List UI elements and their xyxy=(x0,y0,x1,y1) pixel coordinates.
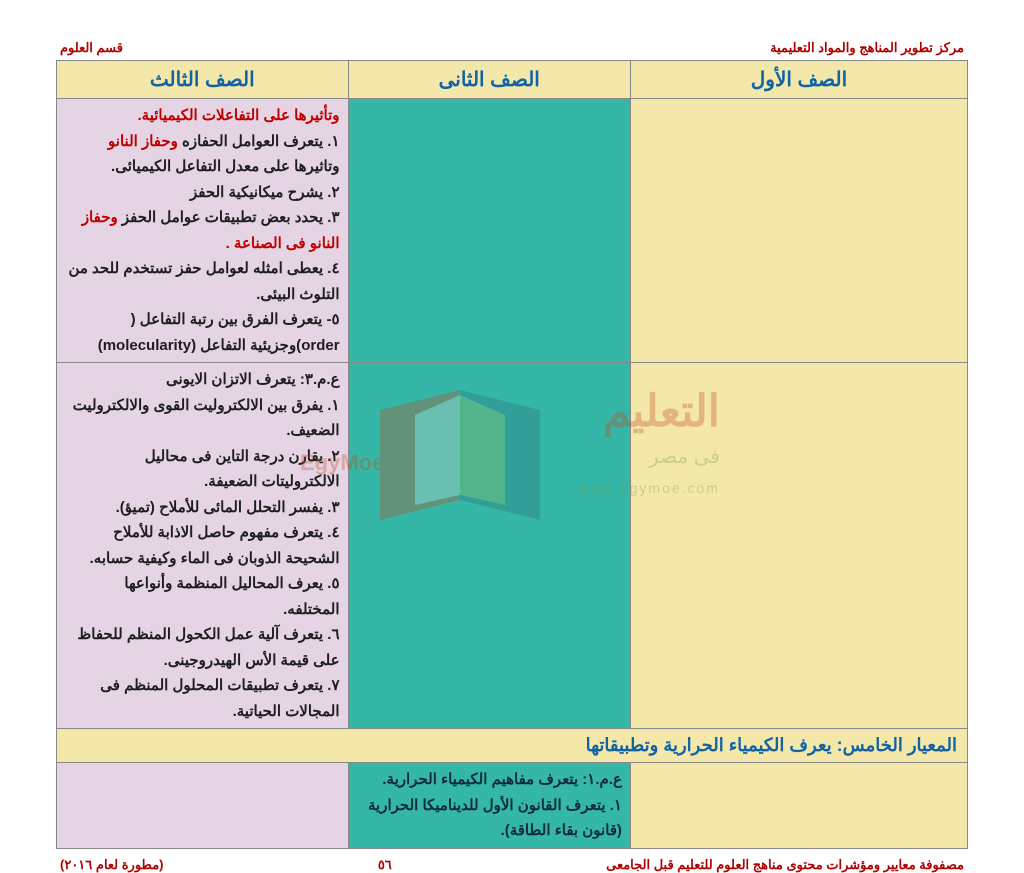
table-row: ع.م.١: يتعرف مفاهيم الكيمياء الحرارية. ١… xyxy=(57,763,968,849)
text-p3a: ٣. يحدد بعض تطبيقات عوامل الحفز xyxy=(118,209,340,226)
table-row: وتأثيرها على التفاعلات الكيميائية. ١. يت… xyxy=(57,99,968,363)
text-p1-red: وحفاز النانو xyxy=(108,133,178,150)
cell-r2-c2 xyxy=(348,363,630,729)
text-intro: وتأثيرها على التفاعلات الكيميائية. xyxy=(137,107,339,124)
text-p1b: وتاثيرها على معدل التفاعل الكيميائى. xyxy=(111,158,339,175)
table-header-row: الصف الأول الصف الثانى الصف الثالث xyxy=(57,61,968,99)
text-p4: ٤. يعطى امثله لعوامل حفز تستخدم للحد من … xyxy=(68,260,339,303)
cell-r3-c2: ع.م.١: يتعرف مفاهيم الكيمياء الحرارية. ١… xyxy=(348,763,630,849)
cell-r2-c3: ع.م.٣: يتعرف الاتزان الايونى ١. يفرق بين… xyxy=(57,363,349,729)
cell-r1-c1 xyxy=(630,99,967,363)
text-r3-p1: ١. يتعرف القانون الأول للديناميكا الحرار… xyxy=(368,797,622,840)
page-header: مركز تطوير المناهج والمواد التعليمية قسم… xyxy=(56,40,968,56)
text-p2: ٢. يشرح ميكانيكية الحفز xyxy=(190,184,340,201)
footer-page-number: ٥٦ xyxy=(378,857,392,873)
col-header-2: الصف الثانى xyxy=(348,61,630,99)
standard-row: المعيار الخامس: يعرف الكيمياء الحرارية و… xyxy=(57,729,968,763)
text-r2-h: ع.م.٣: يتعرف الاتزان الايونى xyxy=(166,371,340,388)
page-footer: مصفوفة معايير ومؤشرات محتوى مناهج العلوم… xyxy=(56,857,968,873)
text-r2-p3: ٣. يفسر التحلل المائى للأملاح (تميؤ). xyxy=(116,499,340,516)
table-row: ع.م.٣: يتعرف الاتزان الايونى ١. يفرق بين… xyxy=(57,363,968,729)
col-header-1: الصف الأول xyxy=(630,61,967,99)
cell-r3-c1 xyxy=(630,763,967,849)
standard-5-title: المعيار الخامس: يعرف الكيمياء الحرارية و… xyxy=(57,729,968,763)
text-p5: ٥- يتعرف الفرق بين رتبة التفاعل ( order)… xyxy=(98,311,340,354)
cell-r3-c3 xyxy=(57,763,349,849)
cell-r1-c3: وتأثيرها على التفاعلات الكيميائية. ١. يت… xyxy=(57,99,349,363)
text-p1a: ١. يتعرف العوامل الحفازه xyxy=(178,133,340,150)
footer-left: (مطورة لعام ٢٠١٦) xyxy=(60,857,164,873)
text-r3-h: ع.م.١: يتعرف مفاهيم الكيمياء الحرارية. xyxy=(382,771,622,788)
text-r2-p1: ١. يفرق بين الالكتروليت القوى والالكترول… xyxy=(73,397,340,440)
text-r2-p7: ٧. يتعرف تطبيقات المحلول المنظم فى المجا… xyxy=(100,677,339,720)
text-r2-p5: ٥. يعرف المحاليل المنظمة وأنواعها المختل… xyxy=(124,575,339,618)
footer-right: مصفوفة معايير ومؤشرات محتوى مناهج العلوم… xyxy=(606,857,964,873)
text-r2-p2: ٢. يقارن درجة التاين فى محاليل الالكترول… xyxy=(145,448,340,491)
curriculum-table: الصف الأول الصف الثانى الصف الثالث وتأثي… xyxy=(56,60,968,849)
text-r2-p4: ٤. يتعرف مفهوم حاصل الاذابة للأملاح الشح… xyxy=(90,524,340,567)
header-right-label: مركز تطوير المناهج والمواد التعليمية xyxy=(770,40,964,56)
col-header-3: الصف الثالث xyxy=(57,61,349,99)
header-left-label: قسم العلوم xyxy=(60,40,123,56)
cell-r1-c2 xyxy=(348,99,630,363)
cell-r2-c1 xyxy=(630,363,967,729)
text-r2-p6: ٦. يتعرف آلية عمل الكحول المنظم للحفاظ ع… xyxy=(77,626,339,669)
